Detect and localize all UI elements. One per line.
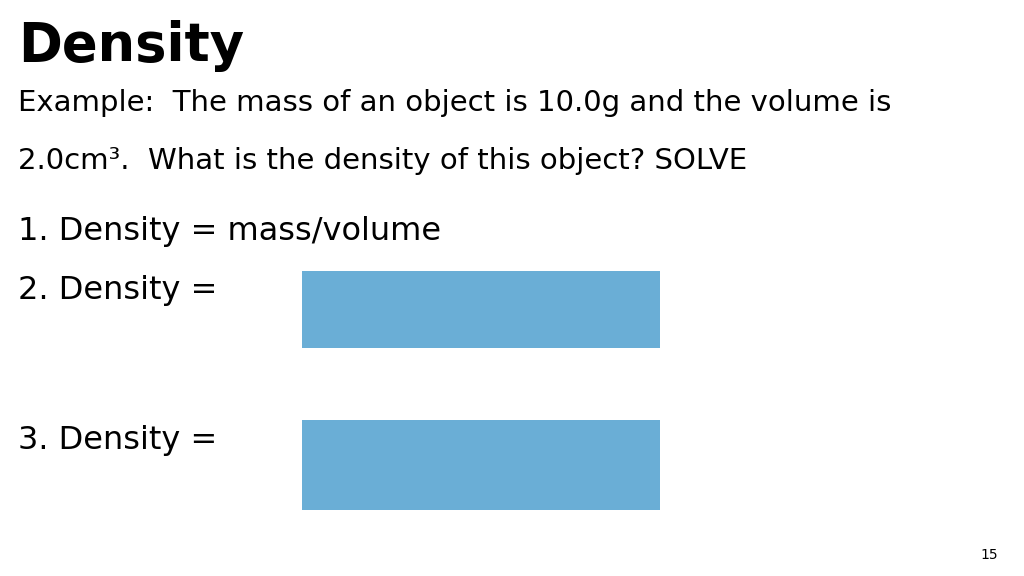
Text: 15: 15	[981, 548, 998, 562]
Text: Density: Density	[18, 20, 245, 72]
Text: 2.0cm³.  What is the density of this object? SOLVE: 2.0cm³. What is the density of this obje…	[18, 147, 748, 175]
Text: 3. Density =: 3. Density =	[18, 425, 227, 456]
Text: Example:  The mass of an object is 10.0g and the volume is: Example: The mass of an object is 10.0g …	[18, 89, 892, 118]
Text: 2. Density =: 2. Density =	[18, 275, 228, 306]
FancyBboxPatch shape	[302, 420, 660, 510]
Text: 1. Density = mass/volume: 1. Density = mass/volume	[18, 216, 441, 247]
FancyBboxPatch shape	[302, 271, 660, 348]
